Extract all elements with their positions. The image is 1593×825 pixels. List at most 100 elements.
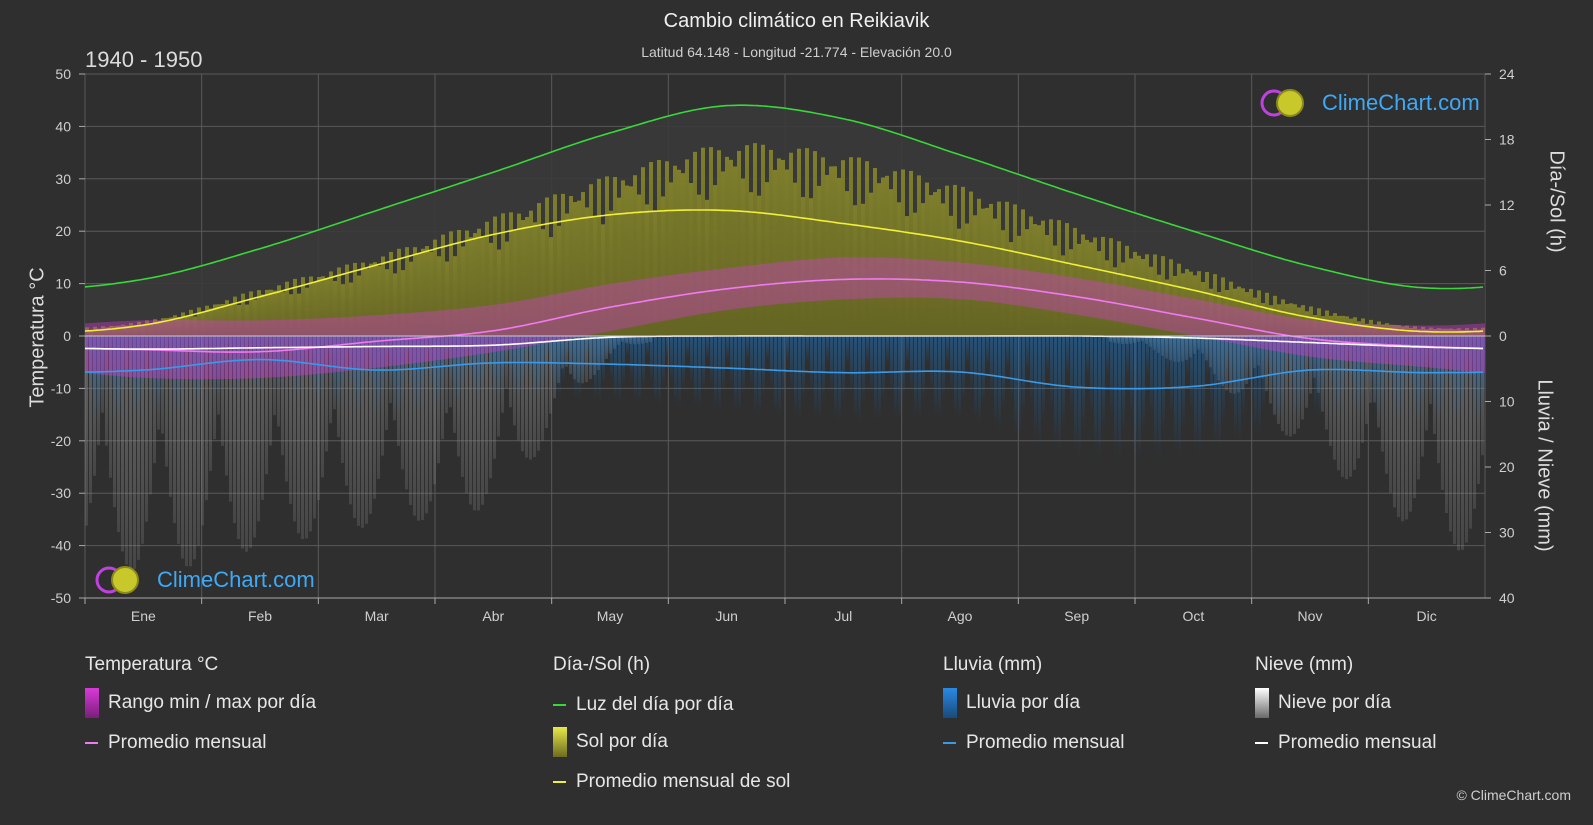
snow-bar bbox=[473, 336, 476, 511]
sun-bar bbox=[801, 197, 805, 336]
left-tick-label: 40 bbox=[55, 118, 71, 134]
temp-range-bar bbox=[321, 318, 325, 374]
rain-bar bbox=[294, 336, 297, 395]
sun-bar bbox=[1185, 269, 1189, 336]
sun-bar bbox=[365, 268, 369, 336]
legend-daylight: Luz del día por día bbox=[553, 694, 733, 716]
rain-bar bbox=[966, 336, 969, 364]
sun-bar bbox=[1033, 224, 1037, 336]
rain-bar bbox=[1230, 336, 1233, 405]
rain-bar bbox=[1270, 336, 1273, 395]
sun-bar bbox=[405, 247, 409, 336]
temp-range-bar bbox=[485, 305, 489, 354]
rain-bar bbox=[1122, 336, 1125, 431]
rain-bar bbox=[802, 336, 805, 399]
rain-bar bbox=[134, 336, 137, 416]
snow-bar bbox=[289, 336, 292, 504]
temp-range-bar bbox=[461, 308, 465, 357]
sun-bar bbox=[845, 191, 849, 336]
sun-bar bbox=[137, 321, 141, 336]
temp-range-bar bbox=[973, 263, 977, 301]
sun-bar bbox=[733, 166, 737, 336]
rain-bar bbox=[322, 336, 325, 386]
rain-bar bbox=[262, 336, 265, 376]
month-label: Ago bbox=[948, 608, 973, 624]
sun-bar bbox=[1337, 315, 1341, 336]
temp-range-bar bbox=[489, 305, 493, 353]
sun-bar bbox=[513, 230, 517, 336]
snow-bar bbox=[529, 336, 532, 460]
sun-bar bbox=[1093, 237, 1097, 336]
snow-bar bbox=[401, 336, 404, 470]
temp-range-bar bbox=[901, 258, 905, 298]
snow-bar bbox=[261, 336, 264, 500]
rain-bar bbox=[186, 336, 189, 355]
temp-range-bar bbox=[257, 320, 261, 379]
month-label: Dic bbox=[1417, 608, 1437, 624]
rain-bar bbox=[1478, 336, 1481, 423]
sun-bar bbox=[117, 325, 121, 336]
sun-bar bbox=[877, 183, 881, 336]
sun-bar bbox=[289, 294, 293, 336]
rain-bar bbox=[1274, 336, 1277, 422]
logo-top[interactable]: ClimeChart.com bbox=[1260, 88, 1480, 118]
rain-bar bbox=[622, 336, 625, 386]
temp-range-bar bbox=[441, 310, 445, 360]
temp-range-bar bbox=[869, 257, 873, 299]
rain-bar bbox=[1462, 336, 1465, 404]
left-tick-label: 20 bbox=[55, 223, 71, 239]
rain-bar bbox=[786, 336, 789, 362]
sun-bar bbox=[189, 309, 193, 336]
rain-bar bbox=[1250, 336, 1253, 400]
snow-bar bbox=[341, 336, 344, 463]
temp-range-bar bbox=[945, 261, 949, 299]
sun-bar bbox=[1285, 304, 1289, 336]
logo-bottom[interactable]: ClimeChart.com bbox=[95, 565, 315, 595]
sun-bar bbox=[581, 192, 585, 336]
sun-bar bbox=[1469, 330, 1473, 336]
snow-bar bbox=[1449, 336, 1452, 532]
left-tick-label: 10 bbox=[55, 276, 71, 292]
rain-bar bbox=[90, 336, 93, 396]
rain-bar bbox=[174, 336, 177, 409]
sun-bar bbox=[441, 234, 445, 336]
temp-range-bar bbox=[225, 320, 229, 380]
sun-bar bbox=[613, 176, 617, 336]
rain-bar bbox=[670, 336, 673, 384]
temp-range-bar bbox=[217, 320, 221, 380]
sun-bar bbox=[1121, 262, 1125, 336]
rain-bar bbox=[282, 336, 285, 378]
sun-bar bbox=[653, 211, 657, 336]
sun-bar bbox=[853, 205, 857, 336]
rain-bar bbox=[1206, 336, 1209, 376]
snow-bar bbox=[177, 336, 180, 544]
rain-bar bbox=[866, 336, 869, 364]
sun-bar bbox=[361, 262, 365, 336]
sun-bar bbox=[1477, 329, 1481, 336]
sun-bar bbox=[633, 175, 637, 336]
rain-bar bbox=[1090, 336, 1093, 415]
sun-bar bbox=[1277, 304, 1281, 336]
sun-bar bbox=[769, 149, 773, 336]
rain-bar bbox=[1118, 336, 1121, 461]
rain-bar bbox=[754, 336, 757, 412]
sun-bar bbox=[725, 156, 729, 336]
sun-bar bbox=[1333, 313, 1337, 336]
rain-bar bbox=[298, 336, 301, 397]
rain-bar bbox=[1338, 336, 1341, 416]
sun-bar bbox=[821, 157, 825, 336]
rain-bar bbox=[354, 336, 357, 412]
rain-bar bbox=[278, 336, 281, 393]
rain-bar bbox=[110, 336, 113, 395]
rain-bar bbox=[698, 336, 701, 409]
snow-bar bbox=[489, 336, 492, 479]
rain-bar bbox=[1158, 336, 1161, 460]
rain-bar bbox=[358, 336, 361, 414]
copyright: © ClimeChart.com bbox=[1456, 787, 1571, 803]
temp-range-bar bbox=[277, 319, 281, 377]
sun-bar bbox=[1097, 251, 1101, 336]
sun-bar bbox=[833, 166, 837, 336]
temp-range-bar bbox=[989, 265, 993, 303]
rain-bar bbox=[626, 336, 629, 356]
temp-range-bar bbox=[981, 264, 985, 302]
